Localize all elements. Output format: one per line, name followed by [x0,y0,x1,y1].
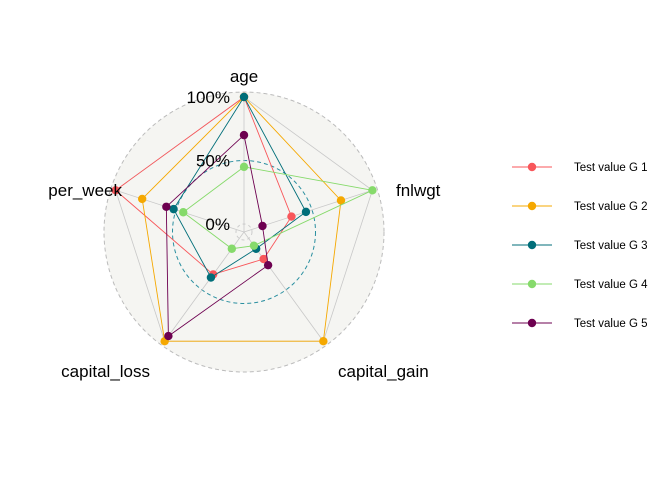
series-1-point-capital_gain [259,254,268,264]
legend-key-point-2 [527,201,537,211]
grid-label-100: 100% [187,88,230,107]
series-line-1 [114,96,292,275]
series-5-point-capital_loss [164,331,173,341]
series-line-5 [165,134,269,337]
series-3-point-hours_per_week [169,204,178,214]
series-4-point-capital_loss [227,244,237,253]
series-3-point-fnlwgt [301,207,311,217]
axis-label-fnlwgt: fnlwgt [396,181,441,200]
legend-key-point-4 [527,279,537,289]
series-1-point-hours_per_week [111,186,120,195]
legend-key-point-1 [527,162,537,172]
legend-label-4: Test value G 4 [574,279,648,291]
series-4-point-capital_gain [249,241,259,250]
series-1-point-fnlwgt [287,212,296,221]
series-5-point-hours_per_week [162,202,171,211]
series-line-2 [141,96,342,342]
radar-grid [103,91,385,373]
series-4-point-fnlwgt [368,186,377,195]
legend-key-point-5 [527,318,537,328]
series-5-point-capital_gain [263,260,273,270]
legend-label-1: Test value G 1 [574,162,648,174]
series-3-point-age [239,92,249,102]
radar-labels: 0% 50% 100%age fnlwgt capital_gain capital_lo… [48,67,440,381]
series-5-point-age [239,130,249,140]
legend-label-2: Test value G 2 [574,201,648,213]
series-2-point-hours_per_week [137,194,147,204]
legend-label-3: Test value G 3 [574,240,648,252]
series-4-point-age [239,162,249,172]
legend-label-5: Test value G 5 [574,318,648,330]
grid-label-0: 0% [205,215,230,234]
axis-label-hours_per_week: per_week [48,181,122,200]
grid-label-50: 50% [196,152,230,171]
series-3-point-capital_loss [206,273,216,282]
series-2-point-capital_gain [319,337,328,346]
axis-label-age: age [230,67,258,86]
series-line-3 [173,96,307,279]
axis-label-capital_loss: capital_loss [61,362,150,381]
series-line-4 [182,166,374,250]
axis-label-capital_gain: capital_gain [338,362,429,381]
series-5-point-fnlwgt [258,221,267,231]
series-2-point-fnlwgt [336,196,346,205]
series-4-point-hours_per_week [179,208,188,217]
legend-key-point-3 [527,240,537,250]
legend: Test value G 1 Test value G 2 Test value G… [512,162,648,330]
radar-series [111,92,377,346]
